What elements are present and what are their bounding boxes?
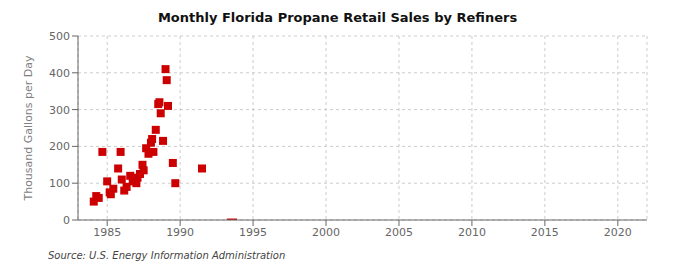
svg-text:100: 100 bbox=[49, 177, 70, 190]
svg-text:1985: 1985 bbox=[93, 226, 121, 239]
svg-text:400: 400 bbox=[49, 67, 70, 80]
svg-text:300: 300 bbox=[49, 104, 70, 117]
svg-text:2000: 2000 bbox=[312, 226, 340, 239]
svg-text:Thousand Gallons per Day: Thousand Gallons per Day bbox=[22, 55, 35, 202]
svg-text:200: 200 bbox=[49, 140, 70, 153]
svg-text:0: 0 bbox=[63, 214, 70, 227]
svg-text:1995: 1995 bbox=[239, 226, 267, 239]
html-text:Source: U.S. Energy Informatio: Source: U.S. Energy Information Administ… bbox=[48, 250, 286, 261]
svg-text:2015: 2015 bbox=[531, 226, 559, 239]
svg-text:500: 500 bbox=[49, 30, 70, 43]
svg-text:2010: 2010 bbox=[458, 226, 486, 239]
html-text:Monthly Florida Propane Retail: Monthly Florida Propane Retail Sales by … bbox=[157, 10, 518, 25]
svg-text:2005: 2005 bbox=[385, 226, 413, 239]
svg-text:2020: 2020 bbox=[604, 226, 632, 239]
svg-text:1990: 1990 bbox=[166, 226, 194, 239]
